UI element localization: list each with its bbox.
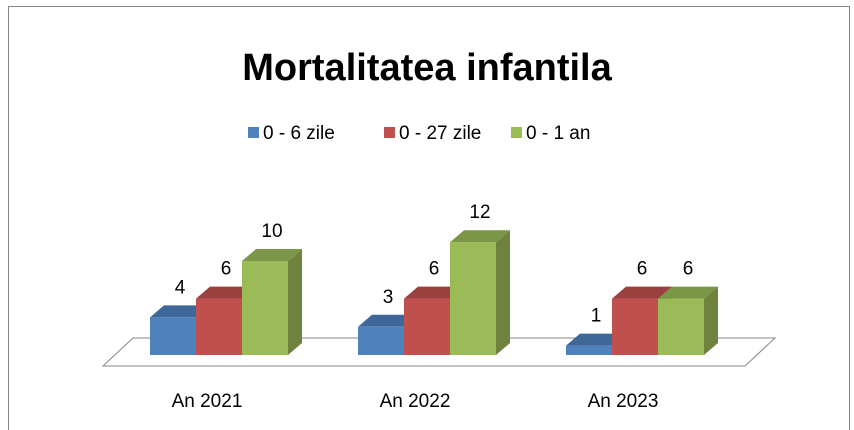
data-label: 6 (429, 259, 440, 280)
data-label: 3 (383, 287, 394, 308)
legend-swatch (384, 127, 395, 138)
data-label: 6 (683, 259, 694, 280)
bar-top (242, 249, 302, 261)
bar-front (196, 298, 242, 355)
legend-swatch (511, 127, 522, 138)
legend-label: 0 - 27 zile (399, 123, 481, 144)
bar-side (288, 249, 302, 355)
bar-front (404, 298, 450, 355)
bar-top (612, 286, 672, 299)
x-tick-label: An 2022 (380, 391, 451, 412)
data-label: 10 (261, 221, 282, 242)
data-label: 12 (469, 202, 490, 223)
legend-swatch (248, 127, 259, 138)
bar-top (196, 286, 256, 299)
bar-top (150, 305, 210, 318)
data-label: 4 (175, 277, 186, 298)
bar-top (358, 314, 418, 327)
bar-side (704, 286, 718, 355)
x-tick-label: An 2021 (172, 391, 243, 412)
bar (242, 249, 302, 355)
bar-front (242, 261, 288, 355)
bar-top (658, 286, 718, 299)
chart-title: Mortalitatea infantila (242, 47, 612, 89)
bar (450, 230, 510, 355)
bar (658, 286, 718, 355)
bar (150, 305, 210, 355)
legend-label: 0 - 1 an (526, 123, 590, 144)
legend-label: 0 - 6 zile (263, 123, 335, 144)
data-label: 6 (637, 259, 648, 280)
bar-side (496, 230, 510, 355)
bar-front (450, 242, 496, 355)
bar-top (566, 333, 626, 346)
bar-front (358, 326, 404, 355)
data-label: 6 (221, 259, 232, 280)
bar-front (612, 298, 658, 355)
bar-front (658, 298, 704, 355)
bar-front (150, 317, 196, 355)
bar-front (566, 345, 612, 355)
bar-top (404, 286, 464, 299)
bar-top (450, 230, 510, 243)
x-tick-label: An 2023 (588, 391, 659, 412)
data-label: 1 (591, 306, 602, 327)
